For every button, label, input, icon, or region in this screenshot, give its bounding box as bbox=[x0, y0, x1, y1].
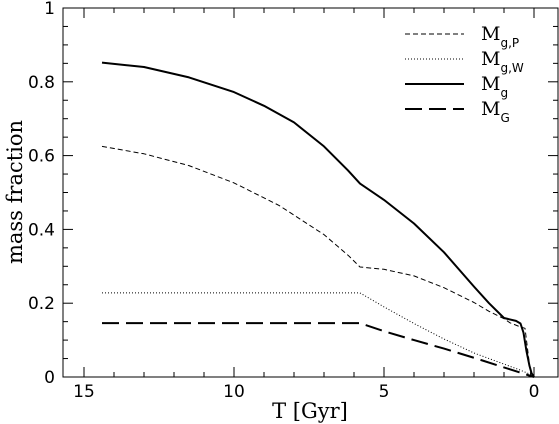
y-axis-label: mass fraction bbox=[3, 120, 27, 264]
legend-label-subscript: g,W bbox=[500, 61, 523, 75]
legend-label: MG bbox=[481, 98, 510, 125]
y-tick-label: 1 bbox=[44, 0, 55, 19]
legend-label-subscript: g,P bbox=[500, 36, 519, 50]
series-line-dashed bbox=[101, 145, 532, 378]
y-tick-label: 0.2 bbox=[28, 294, 55, 314]
y-tick-label: 0 bbox=[44, 368, 55, 388]
legend-label-name: M bbox=[481, 48, 500, 70]
series-lines bbox=[101, 61, 535, 378]
series-line-dotted bbox=[102, 292, 535, 378]
legend-label-name: M bbox=[481, 23, 500, 45]
series-line-longdash bbox=[102, 322, 535, 378]
legend-label-name: M bbox=[481, 73, 500, 95]
legend-label-subscript: G bbox=[500, 111, 509, 125]
legend-label: Mg,W bbox=[481, 48, 524, 75]
legend-label-subscript: g bbox=[500, 86, 508, 100]
y-tick-label: 0.4 bbox=[28, 220, 55, 240]
y-tick-label: 0.6 bbox=[28, 147, 55, 167]
legend-label-name: M bbox=[481, 98, 500, 120]
legend-label: Mg bbox=[481, 73, 508, 100]
y-tick-label: 0.8 bbox=[28, 73, 55, 93]
x-tick-label: 15 bbox=[73, 382, 95, 402]
series-line-solid bbox=[101, 61, 535, 378]
legend-label: Mg,P bbox=[481, 23, 519, 50]
x-tick-label: 5 bbox=[379, 382, 390, 402]
x-tick-label: 10 bbox=[223, 382, 245, 402]
axis-ticks: 15 10 5 0 0 0.2 0.4 0.6 0.8 1 bbox=[28, 0, 558, 402]
x-tick-label: 0 bbox=[529, 382, 540, 402]
x-axis-label: T [Gyr] bbox=[272, 399, 348, 423]
